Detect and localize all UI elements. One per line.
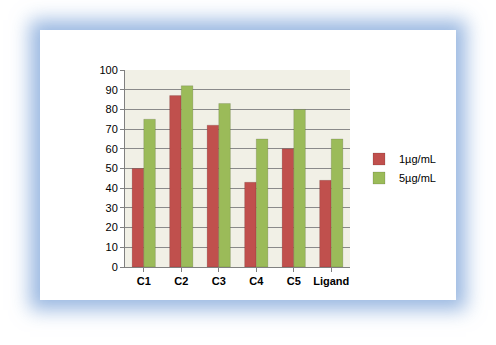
svg-text:Ligand: Ligand (313, 275, 349, 287)
svg-text:40: 40 (106, 182, 118, 194)
svg-text:0: 0 (112, 261, 118, 273)
svg-text:C4: C4 (249, 275, 264, 287)
svg-text:80: 80 (106, 103, 118, 115)
svg-text:1µg/mL: 1µg/mL (399, 153, 436, 165)
svg-text:C1: C1 (137, 275, 151, 287)
svg-text:20: 20 (106, 221, 118, 233)
svg-text:100: 100 (99, 64, 117, 76)
svg-text:30: 30 (106, 202, 118, 214)
svg-text:50: 50 (106, 162, 118, 174)
svg-text:90: 90 (106, 84, 118, 96)
svg-text:10: 10 (106, 241, 118, 253)
svg-text:5µg/mL: 5µg/mL (399, 172, 436, 184)
svg-text:70: 70 (106, 123, 118, 135)
svg-text:C2: C2 (174, 275, 188, 287)
svg-text:C5: C5 (287, 275, 301, 287)
svg-text:C3: C3 (212, 275, 226, 287)
svg-text:60: 60 (106, 143, 118, 155)
